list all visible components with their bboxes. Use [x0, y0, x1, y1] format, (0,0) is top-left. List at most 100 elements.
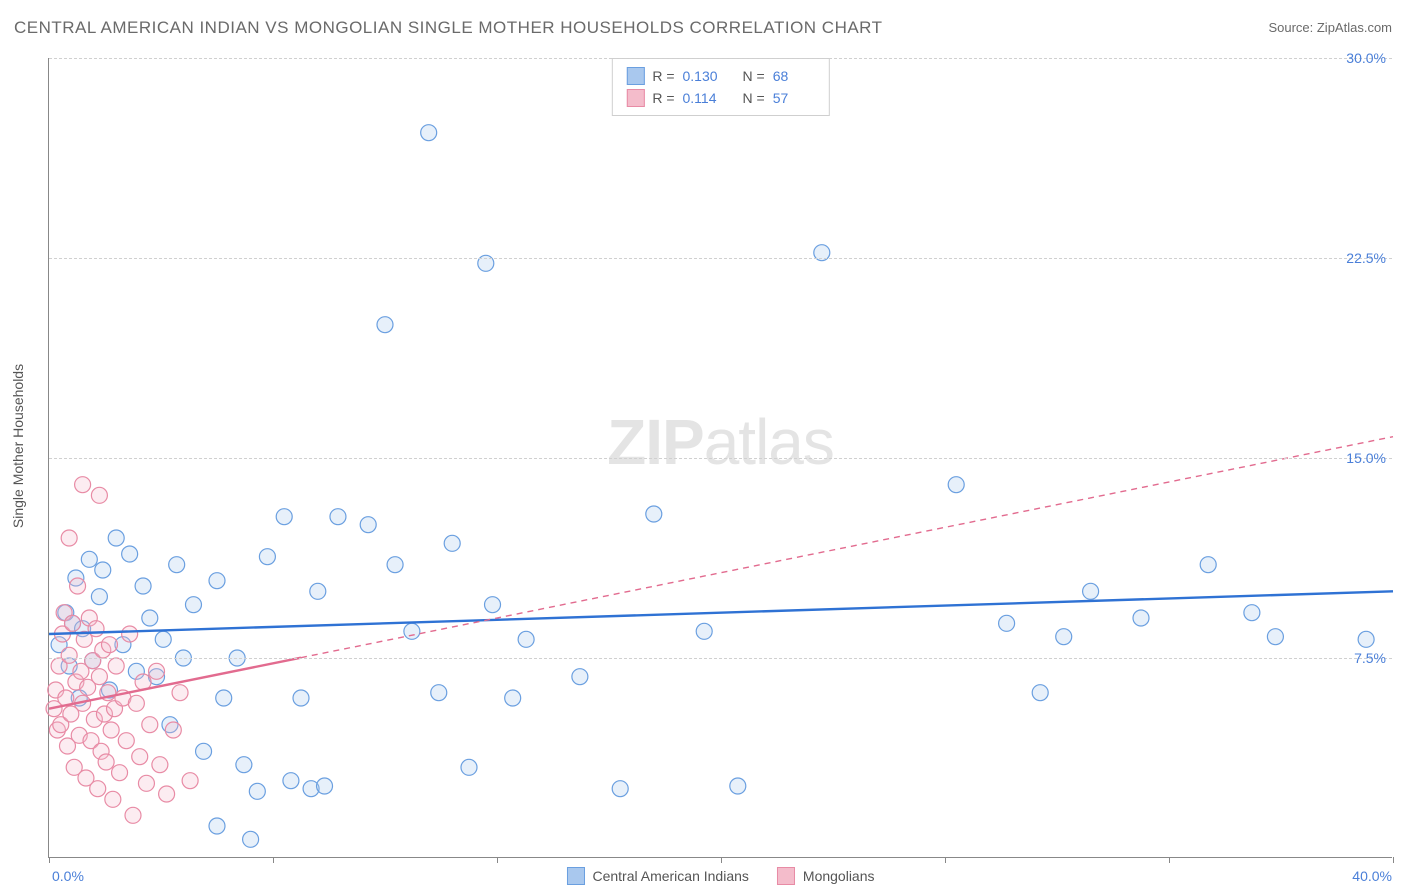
- data-point: [138, 775, 154, 791]
- data-point: [125, 807, 141, 823]
- data-point: [152, 757, 168, 773]
- data-point: [91, 487, 107, 503]
- data-point: [155, 631, 171, 647]
- legend-swatch: [626, 67, 644, 85]
- data-point: [135, 578, 151, 594]
- data-point: [1358, 631, 1374, 647]
- y-tick-label: 30.0%: [1346, 50, 1386, 66]
- data-point: [209, 818, 225, 834]
- data-point: [88, 621, 104, 637]
- data-point: [377, 317, 393, 333]
- data-point: [101, 637, 117, 653]
- data-point: [505, 690, 521, 706]
- data-point: [236, 757, 252, 773]
- data-point: [61, 530, 77, 546]
- data-point: [108, 530, 124, 546]
- data-point: [243, 831, 259, 847]
- data-point: [142, 610, 158, 626]
- x-tick: [1169, 857, 1170, 863]
- data-point: [1200, 557, 1216, 573]
- x-tick: [721, 857, 722, 863]
- legend-swatch: [626, 89, 644, 107]
- legend-item: Mongolians: [777, 867, 875, 885]
- data-point: [182, 773, 198, 789]
- data-point: [612, 781, 628, 797]
- data-point: [118, 733, 134, 749]
- data-point: [404, 623, 420, 639]
- bottom-legend: Central American Indians Mongolians: [566, 867, 874, 885]
- data-point: [249, 783, 265, 799]
- data-point: [165, 722, 181, 738]
- data-point: [159, 786, 175, 802]
- data-point: [132, 749, 148, 765]
- stats-row: R =0.114N =57: [626, 87, 814, 109]
- data-point: [730, 778, 746, 794]
- data-point: [81, 551, 97, 567]
- data-point: [142, 717, 158, 733]
- data-point: [293, 690, 309, 706]
- stat-n-label: N =: [743, 68, 765, 84]
- stats-row: R =0.130N =68: [626, 65, 814, 87]
- legend-item: Central American Indians: [566, 867, 748, 885]
- data-point: [108, 658, 124, 674]
- plot-area: ZIPatlas R =0.130N =68R =0.114N =57 Cent…: [48, 58, 1392, 858]
- gridline: [49, 658, 1392, 659]
- gridline: [49, 58, 1392, 59]
- stats-box: R =0.130N =68R =0.114N =57: [611, 58, 829, 116]
- data-point: [317, 778, 333, 794]
- data-point: [431, 685, 447, 701]
- data-point: [216, 690, 232, 706]
- source-label: Source: ZipAtlas.com: [1268, 20, 1392, 35]
- data-point: [444, 535, 460, 551]
- data-point: [1056, 629, 1072, 645]
- data-point: [276, 509, 292, 525]
- trend-line: [49, 591, 1393, 634]
- data-point: [1032, 685, 1048, 701]
- data-point: [91, 669, 107, 685]
- data-point: [95, 562, 111, 578]
- x-axis-max-label: 40.0%: [1352, 868, 1392, 884]
- stat-r-value: 0.130: [683, 68, 725, 84]
- data-point: [360, 517, 376, 533]
- legend-swatch: [777, 867, 795, 885]
- data-point: [65, 615, 81, 631]
- x-tick: [49, 857, 50, 863]
- data-point: [61, 647, 77, 663]
- data-point: [999, 615, 1015, 631]
- x-axis-min-label: 0.0%: [52, 868, 84, 884]
- legend-label: Central American Indians: [592, 868, 748, 884]
- data-point: [696, 623, 712, 639]
- data-point: [461, 759, 477, 775]
- data-point: [518, 631, 534, 647]
- data-point: [421, 125, 437, 141]
- data-point: [572, 669, 588, 685]
- data-point: [196, 743, 212, 759]
- data-point: [75, 477, 91, 493]
- data-point: [330, 509, 346, 525]
- data-point: [98, 754, 114, 770]
- gridline: [49, 458, 1392, 459]
- trend-line-dashed: [301, 437, 1393, 658]
- data-point: [485, 597, 501, 613]
- data-point: [70, 578, 86, 594]
- legend-swatch: [566, 867, 584, 885]
- data-point: [1083, 583, 1099, 599]
- data-point: [122, 546, 138, 562]
- data-point: [185, 597, 201, 613]
- data-point: [948, 477, 964, 493]
- data-point: [283, 773, 299, 789]
- y-axis-title: Single Mother Households: [10, 364, 26, 528]
- data-point: [172, 685, 188, 701]
- data-point: [1244, 605, 1260, 621]
- data-point: [122, 626, 138, 642]
- x-tick: [273, 857, 274, 863]
- y-tick-label: 15.0%: [1346, 450, 1386, 466]
- data-point: [149, 663, 165, 679]
- data-point: [310, 583, 326, 599]
- legend-label: Mongolians: [803, 868, 875, 884]
- chart-title: CENTRAL AMERICAN INDIAN VS MONGOLIAN SIN…: [14, 18, 883, 38]
- data-point: [209, 573, 225, 589]
- x-tick: [497, 857, 498, 863]
- data-point: [1133, 610, 1149, 626]
- data-point: [128, 695, 144, 711]
